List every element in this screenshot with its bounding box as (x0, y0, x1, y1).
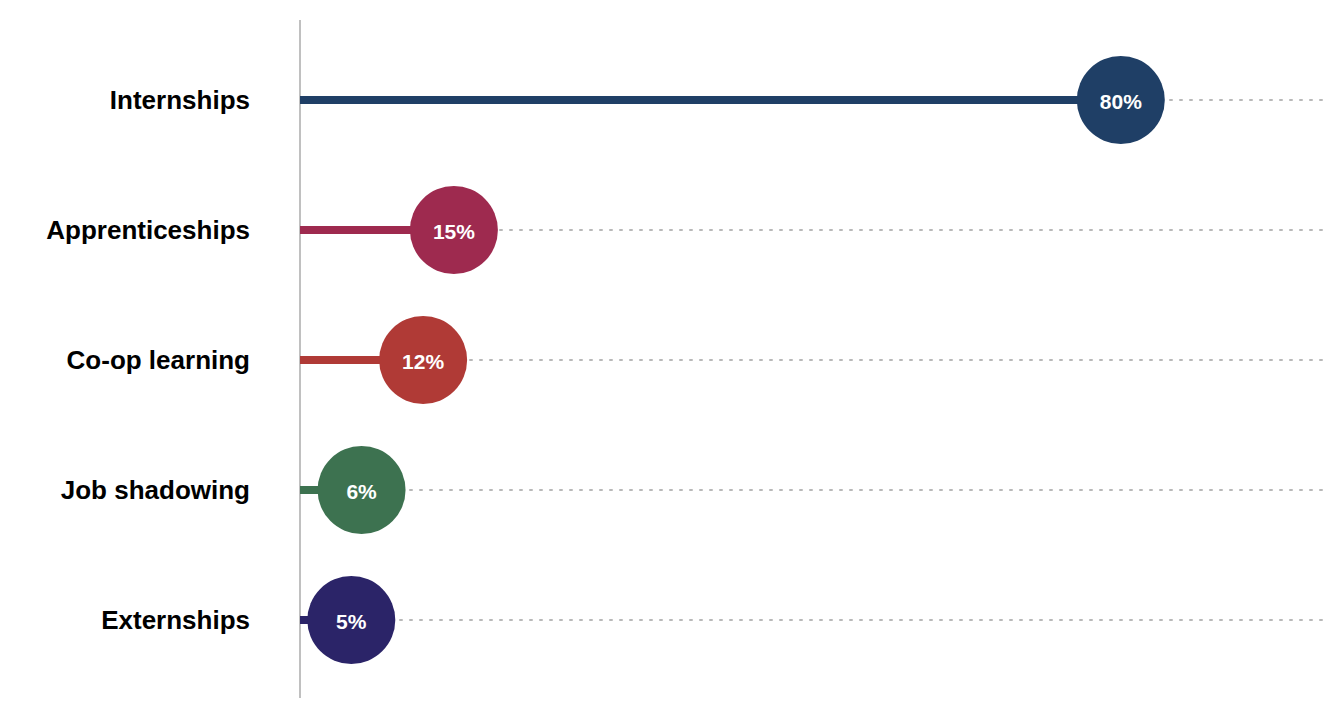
lollipop-head (379, 316, 467, 404)
lollipop-head (410, 186, 498, 274)
marks (300, 56, 1165, 664)
data-label: 6% (346, 480, 377, 503)
category-label: Co-op learning (67, 345, 250, 375)
grid (300, 100, 1326, 620)
chart-container: Internships 80% Apprenticeships 15% Co-op le… (0, 0, 1344, 720)
guide-line (300, 619, 1326, 621)
lollipop-stem (300, 96, 1121, 104)
data-label: 15% (433, 220, 475, 243)
labels: Internships 80% Apprenticeships 15% Co-op le… (46, 85, 1142, 635)
category-label: Externships (101, 605, 250, 635)
data-label: 5% (336, 610, 367, 633)
data-label: 80% (1100, 90, 1142, 113)
category-label: Apprenticeships (46, 215, 250, 245)
lollipop-head (318, 446, 406, 534)
chart-svg: Internships 80% Apprenticeships 15% Co-op le… (0, 0, 1344, 720)
lollipop-head (1077, 56, 1165, 144)
lollipop-head (307, 576, 395, 664)
data-label: 12% (402, 350, 444, 373)
guide-line (300, 489, 1326, 491)
category-label: Internships (110, 85, 250, 115)
guide-line (300, 99, 1326, 101)
category-label: Job shadowing (61, 475, 250, 505)
